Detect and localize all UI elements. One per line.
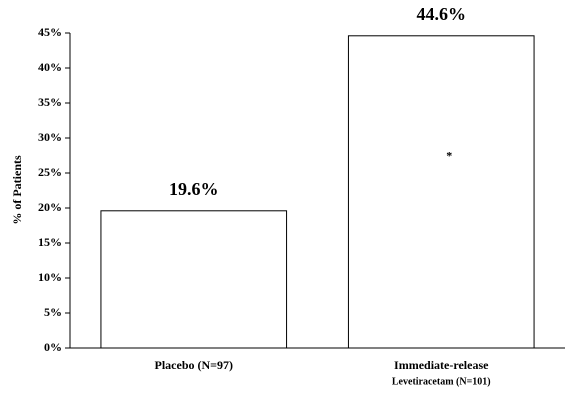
annotation: * xyxy=(446,149,452,163)
x-tick-label: Levetiracetam (N=101) xyxy=(392,376,491,387)
y-tick-label: 35% xyxy=(38,95,62,109)
bar xyxy=(347,35,535,349)
y-tick-label: 20% xyxy=(38,200,62,214)
y-tick-label: 30% xyxy=(38,130,62,144)
y-axis-label: % of Patients xyxy=(10,155,24,225)
y-tick-label: 25% xyxy=(38,165,62,179)
y-tick-label: 10% xyxy=(38,270,62,284)
bar xyxy=(100,210,288,349)
y-tick-label: 15% xyxy=(38,235,62,249)
y-tick-label: 45% xyxy=(38,25,62,39)
y-tick-label: 0% xyxy=(44,340,62,354)
value-label: 44.6% xyxy=(417,4,467,24)
x-tick-label: Immediate-release xyxy=(394,358,489,372)
x-tick-label: Placebo (N=97) xyxy=(155,358,234,372)
y-tick-label: 40% xyxy=(38,60,62,74)
value-label: 19.6% xyxy=(169,179,219,199)
y-tick-label: 5% xyxy=(44,305,62,319)
